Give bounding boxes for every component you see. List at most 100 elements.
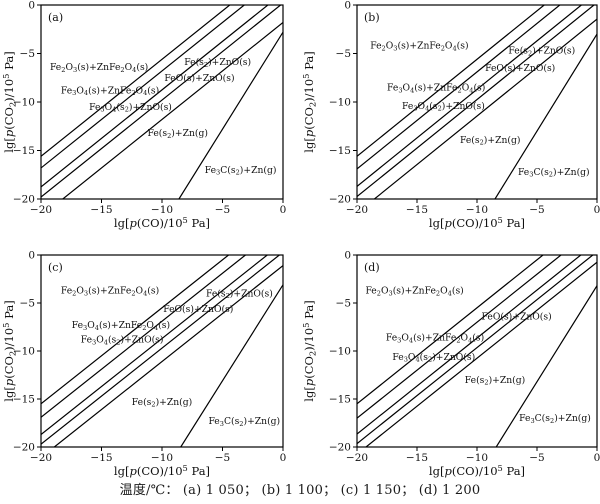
x-tick-label: 0 (280, 452, 287, 464)
region-label: Fe(s2)+Zn(g) (460, 135, 520, 147)
region-labels: Fe2O3(s)+ZnFe2O4(s) FeO(s)+ZnO(s) Fe3O4(s)… (365, 286, 590, 426)
region-label: Fe(s2)+ZnO(s) (508, 46, 575, 58)
y-tick-label: −20 (13, 194, 35, 206)
y-tick-label: 0 (28, 250, 35, 262)
axis-ticks: −20 −15 −10 −5 0 0 −5 −10 −15 −20 (329, 250, 600, 464)
panel-tag: (a) (48, 11, 63, 24)
y-tick-label: −10 (13, 346, 35, 358)
boundary-line-Fe2O3/Fe3O4 (41, 255, 229, 405)
region-label: Fe3O4(s2)+ZnO(s) (89, 102, 172, 114)
subplot-d: −20 −15 −10 −5 0 0 −5 −10 −15 −20 lg[p(CO)/105 Pa]… (301, 250, 600, 478)
region-labels: Fe2O3(s)+ZnFe2O4(s) Fe(s2)+ZnO(s) FeO(s)+Z… (50, 57, 277, 177)
boundary-line-ZnFe2O4/ZnO (357, 255, 562, 419)
axis-ticks: −20 −15 −10 −5 0 0 −5 −10 −15 −20 (13, 250, 287, 464)
region-label: Fe3C(s2)+Zn(g) (205, 165, 277, 177)
region-label: FeO(s)+ZnO(s) (482, 311, 552, 322)
boundary-line-ZnO/Zn(g) (53, 265, 283, 447)
boundary-line-ZnFe2O4/ZnO (41, 5, 245, 169)
boundary-line-ZnFe2O4/ZnO (41, 255, 246, 418)
y-tick-label: −20 (13, 442, 35, 454)
region-label: Fe3C(s2)+Zn(g) (519, 413, 591, 425)
region-label: Fe(s2)+Zn(g) (132, 397, 192, 409)
y-tick-label: 0 (344, 250, 351, 262)
panel-tag: (d) (364, 261, 380, 274)
region-label: Fe3O4(s2)+ZnO(s) (81, 335, 164, 347)
panel-tag: (b) (364, 11, 380, 24)
x-tick-label: 0 (594, 452, 600, 464)
x-axis-title: lg[p(CO)/105 Pa] (429, 215, 525, 230)
boundary-line-FeO/Fe (41, 5, 281, 198)
x-tick-label: −20 (30, 204, 52, 216)
y-tick-label: −5 (336, 48, 351, 60)
x-tick-label: −10 (466, 204, 488, 216)
boundary-lines (357, 5, 597, 199)
boundary-line-ZnO/Zn(g) (374, 18, 597, 199)
figure-caption: 温度/℃： (a) 1 050； (b) 1 100； (c) 1 150； (… (119, 483, 481, 498)
region-label: Fe(s2)+ZnO(s) (184, 57, 251, 69)
x-tick-label: −10 (151, 204, 173, 216)
region-label: Fe3O4(s2)+ZnO(s) (402, 101, 485, 113)
x-tick-label: 0 (280, 204, 287, 216)
region-label: Fe3O4(s)+ZnFe2O4(s) (61, 85, 159, 97)
region-label: Fe3O4(s)+ZnFe2O4(s) (387, 83, 485, 95)
boundary-line-Fe3O4/FeO (357, 255, 582, 435)
y-tick-label: 0 (344, 0, 351, 12)
axis-ticks: −20 −15 −10 −5 0 0 −5 −10 −15 −20 (13, 0, 287, 216)
x-tick-label: −15 (406, 204, 428, 216)
region-label: Fe3O4(s)+ZnFe2O4(s) (72, 320, 170, 332)
x-tick-label: 0 (594, 204, 600, 216)
y-tick-label: −5 (20, 48, 35, 60)
x-tick-label: −15 (90, 452, 112, 464)
region-label: FeO(s)+ZnO(s) (163, 304, 233, 315)
region-label: FeO(s)+ZnO(s) (164, 73, 234, 84)
boundary-line-Fe/Fe3C (495, 285, 597, 447)
y-tick-label: −10 (13, 97, 35, 109)
region-label: Fe(s2)+Zn(g) (147, 128, 207, 140)
region-label: Fe2O3(s)+ZnFe2O4(s) (61, 286, 159, 298)
x-tick-label: −20 (346, 452, 368, 464)
y-axis-title: lg[p(CO2)/105 Pa] (301, 51, 317, 152)
x-tick-label: −20 (30, 452, 52, 464)
y-axis-title: lg[p(CO2)/105 Pa] (1, 51, 17, 152)
y-tick-label: −20 (329, 194, 351, 206)
x-tick-label: −5 (529, 452, 544, 464)
boundary-line-Fe2O3/Fe3O4 (357, 5, 545, 157)
x-tick-label: −5 (215, 204, 230, 216)
x-axis-title: lg[p(CO)/105 Pa] (114, 215, 210, 230)
y-tick-label: −10 (329, 346, 351, 358)
x-axis-title: lg[p(CO)/105 Pa] (429, 463, 525, 478)
subplot-b: −20 −15 −10 −5 0 0 −5 −10 −15 −20 lg[p(CO)/105 Pa]… (301, 0, 600, 230)
x-tick-label: −15 (90, 204, 112, 216)
boundary-line-ZnO/Zn(g) (365, 261, 597, 447)
boundary-line-Fe2O3/Fe3O4 (41, 5, 231, 157)
boundary-lines (41, 5, 283, 199)
boundary-line-FeO/Fe (357, 5, 595, 198)
y-tick-label: −20 (329, 442, 351, 454)
x-tick-label: −10 (151, 452, 173, 464)
y-axis-title: lg[p(CO2)/105 Pa] (1, 300, 17, 401)
subplot-a: −20 −15 −10 −5 0 0 −5 −10 −15 −20 lg[p(CO)/105 Pa]… (1, 0, 287, 230)
x-tick-label: −15 (406, 452, 428, 464)
region-label: Fe3C(s2)+Zn(g) (518, 167, 590, 179)
x-tick-label: −10 (466, 452, 488, 464)
y-tick-label: −10 (329, 97, 351, 109)
boundary-line-ZnO/Zn(g) (62, 21, 283, 199)
axis-ticks: −20 −15 −10 −5 0 0 −5 −10 −15 −20 (329, 0, 600, 216)
boundary-lines (41, 255, 283, 447)
region-label: Fe2O3(s)+ZnFe2O4(s) (365, 286, 463, 298)
y-tick-label: −5 (336, 298, 351, 310)
region-label: Fe(s2)+ZnO(s) (206, 288, 273, 300)
boundary-line-Fe/Fe3C (178, 31, 283, 199)
y-tick-label: −15 (13, 145, 35, 157)
panel-tag: (c) (48, 261, 63, 274)
boundary-line-FeO/Fe (357, 255, 594, 445)
x-tick-label: −20 (346, 204, 368, 216)
boundary-line-FeO/Fe (41, 255, 280, 445)
x-tick-label: −5 (215, 452, 230, 464)
boundary-line-ZnFe2O4/ZnO (357, 5, 561, 170)
boundary-line-Fe3O4/FeO (41, 5, 269, 188)
region-label: Fe2O3(s)+ZnFe2O4(s) (50, 62, 148, 74)
y-tick-label: −15 (329, 394, 351, 406)
y-tick-label: −15 (329, 145, 351, 157)
